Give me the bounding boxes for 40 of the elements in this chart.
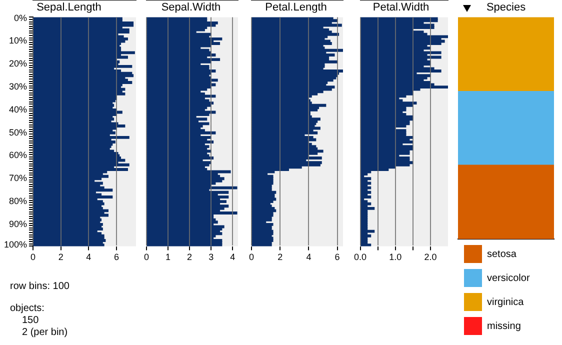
chart-title: Petal.Length bbox=[265, 2, 327, 14]
text: row bins: 100 bbox=[10, 281, 70, 293]
x-tick-label: 3 bbox=[208, 252, 214, 262]
legend-label: versicolor bbox=[487, 272, 530, 284]
y-tick-label: 30% bbox=[9, 82, 28, 92]
chart-title: Petal.Width bbox=[372, 2, 430, 14]
x-tick-label: 1.0 bbox=[389, 252, 402, 262]
y-tick-label: 40% bbox=[9, 104, 28, 114]
x-tick-label: 0 bbox=[30, 252, 36, 262]
x-tick-label: 6 bbox=[334, 252, 340, 262]
x-tick-label: 2 bbox=[278, 252, 283, 262]
x-tick-label: 4 bbox=[306, 252, 312, 262]
x-tick-label: 0.0 bbox=[354, 252, 367, 262]
y-tick-label: 70% bbox=[9, 173, 28, 184]
legend-label: setosa bbox=[487, 248, 517, 260]
x-tick-label: 2 bbox=[58, 252, 64, 262]
x-tick-label: 4 bbox=[86, 252, 92, 262]
y-tick-label: 90% bbox=[9, 218, 28, 229]
text: 2 (per bin) bbox=[22, 327, 68, 339]
x-tick-label: 4 bbox=[230, 252, 236, 262]
x-tick-label: 2 bbox=[187, 252, 192, 262]
legend-label: missing bbox=[487, 320, 521, 332]
x-tick-label: 2.0 bbox=[424, 252, 437, 262]
text: objects: bbox=[10, 303, 44, 315]
chart-title: Sepal.Length bbox=[36, 2, 102, 14]
x-tick-label: 1 bbox=[166, 252, 171, 262]
x-tick-label: 6 bbox=[114, 252, 120, 262]
x-tick-label: 0 bbox=[144, 252, 150, 262]
text: 150 bbox=[22, 315, 39, 327]
x-tick-label: 0 bbox=[248, 252, 254, 262]
y-tick-label: 80% bbox=[9, 196, 28, 206]
y-tick-label: 10% bbox=[9, 36, 28, 46]
chart-title: Species bbox=[486, 2, 526, 14]
legend-label: virginica bbox=[487, 296, 524, 308]
y-tick-label: 60% bbox=[9, 150, 28, 160]
y-tick-label: 0% bbox=[14, 12, 28, 23]
chart-title: Sepal.Width bbox=[161, 2, 221, 14]
y-tick-label: 20% bbox=[9, 58, 28, 69]
y-tick-label: 50% bbox=[9, 127, 28, 138]
y-tick-label: 100% bbox=[4, 240, 28, 250]
